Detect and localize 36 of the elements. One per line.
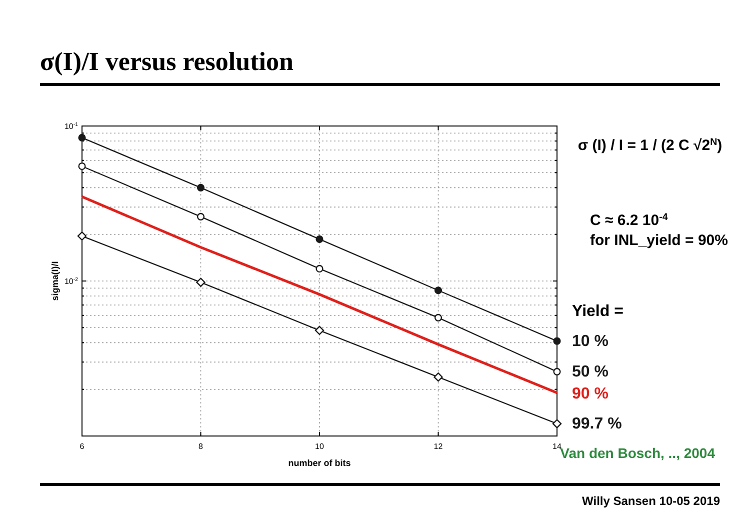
y-tick-label: 10$^{-2}$ xyxy=(64,277,78,286)
y-tick-label: 10$^{-1}$ xyxy=(64,122,78,131)
legend-title: Yield = xyxy=(572,303,624,320)
point xyxy=(78,162,86,170)
y-axis-title: sigma(I)/I xyxy=(50,261,60,301)
x-tick-label: 8 xyxy=(198,442,204,451)
point xyxy=(196,184,205,192)
series-label: 99.7 % xyxy=(572,416,622,433)
line-series xyxy=(80,195,558,394)
point xyxy=(316,264,324,273)
series-label: 50 % xyxy=(572,364,608,381)
text: for INL_yield = 90% xyxy=(590,232,728,249)
point xyxy=(434,286,442,294)
x-tick-label: 6 xyxy=(80,442,85,451)
x-tick-label: 14 xyxy=(552,442,562,451)
text: σ (I) / I = 1 / (2 C √2$^{N}$) xyxy=(578,136,722,154)
point xyxy=(553,337,561,345)
x-axis-title: number of bits xyxy=(288,458,351,468)
point xyxy=(552,419,562,428)
point xyxy=(434,314,442,322)
point xyxy=(196,278,206,287)
point xyxy=(316,235,324,244)
point xyxy=(434,372,443,382)
series-label: 10 % xyxy=(572,333,608,350)
series-label: 90 % xyxy=(572,386,608,403)
point xyxy=(77,231,87,241)
text: Van den Bosch, .., 2004 xyxy=(560,445,716,461)
point xyxy=(314,326,324,336)
chart-title: σ(I)/I versus resolution xyxy=(40,47,294,76)
x-tick-label: 12 xyxy=(434,442,444,451)
point xyxy=(553,368,561,376)
text: Willy Sansen 10-05 2019 xyxy=(582,494,720,508)
point xyxy=(196,212,205,220)
point xyxy=(78,134,86,142)
x-tick-label: 10 xyxy=(315,442,324,451)
text: C ≈ 6.2 10$^{-4}$ xyxy=(590,212,668,229)
